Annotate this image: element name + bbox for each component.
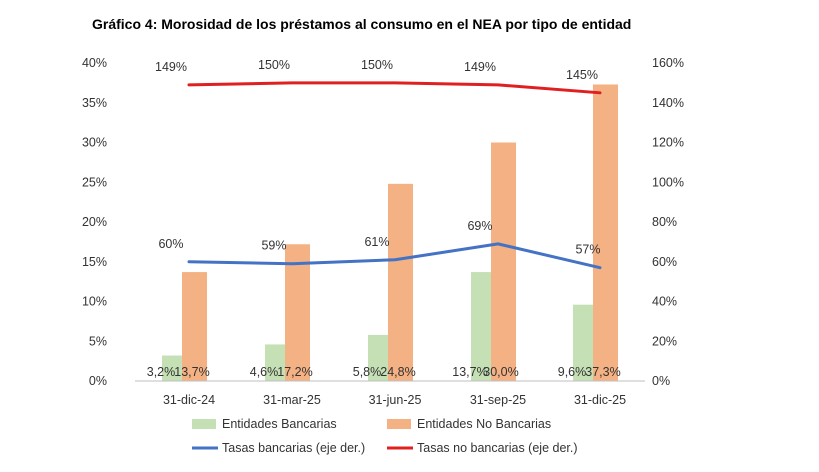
line-tasas-bancarias — [187, 242, 602, 270]
line-tasas-bancarias-label: 69% — [467, 219, 492, 233]
bar-no-bancarias-label: 24,8% — [380, 365, 415, 379]
lines-layer — [187, 81, 602, 270]
bar-no-bancarias — [593, 84, 618, 381]
line-tasas-bancarias-label: 61% — [364, 235, 389, 249]
bar-bancarias-label: 5,8% — [353, 365, 382, 379]
legend-swatch — [387, 419, 411, 429]
left-tick-label: 5% — [89, 334, 107, 348]
line-tasas-bancarias-label: 57% — [575, 243, 600, 257]
legend-label: Tasas no bancarias (eje der.) — [417, 441, 578, 455]
bar-no-bancarias — [491, 142, 516, 381]
line-tasas-no-bancarias-label: 150% — [361, 58, 393, 72]
left-axis: 0% 5% 10% 15% 20% 25% 30% 35% 40% — [82, 56, 107, 388]
bar-no-bancarias — [182, 272, 207, 381]
left-tick-label: 35% — [82, 96, 107, 110]
right-tick-label: 160% — [652, 56, 684, 70]
left-tick-label: 10% — [82, 295, 107, 309]
line-tasas-no-bancarias-label: 145% — [566, 68, 598, 82]
right-tick-label: 40% — [652, 295, 677, 309]
right-tick-label: 80% — [652, 215, 677, 229]
right-tick-label: 120% — [652, 136, 684, 150]
line-tasas-bancarias-label: 60% — [158, 237, 183, 251]
data-labels-layer: 3,2% 4,6% 5,8% 13,7% 9,6% 13,7% 17,2% 24,8% 30,0… — [147, 58, 621, 379]
line-tasas-bancarias-label: 59% — [261, 239, 286, 253]
x-tick-label: 31-sep-25 — [470, 393, 526, 407]
bar-bancarias-label: 13,7% — [452, 365, 487, 379]
legend-label: Tasas bancarias (eje der.) — [222, 441, 365, 455]
bar-no-bancarias — [285, 244, 310, 381]
bar-bancarias-label: 9,6% — [558, 365, 587, 379]
legend-swatch — [192, 419, 216, 429]
bars-layer — [162, 84, 618, 381]
left-tick-label: 0% — [89, 374, 107, 388]
bar-no-bancarias-label: 17,2% — [277, 365, 312, 379]
bar-bancarias-label: 3,2% — [147, 365, 176, 379]
line-tasas-no-bancarias-label: 149% — [464, 60, 496, 74]
right-axis: 0% 20% 40% 60% 80% 100% 120% 140% 160% — [652, 56, 684, 388]
legend-label: Entidades Bancarias — [222, 417, 337, 431]
x-tick-label: 31-jun-25 — [369, 393, 422, 407]
bar-no-bancarias — [388, 183, 413, 381]
right-tick-label: 100% — [652, 175, 684, 189]
x-axis: 31-dic-24 31-mar-25 31-jun-25 31-sep-25 31-d… — [135, 380, 645, 407]
line-tasas-no-bancarias-label: 149% — [155, 60, 187, 74]
bar-no-bancarias-label: 37,3% — [585, 365, 620, 379]
bar-bancarias-label: 4,6% — [250, 365, 279, 379]
left-tick-label: 40% — [82, 56, 107, 70]
x-tick-label: 31-dic-25 — [574, 393, 626, 407]
line-tasas-no-bancarias-label: 150% — [258, 58, 290, 72]
right-tick-label: 140% — [652, 96, 684, 110]
left-tick-label: 25% — [82, 175, 107, 189]
bar-no-bancarias-label: 13,7% — [174, 365, 209, 379]
line-tasas-no-bancarias — [187, 81, 602, 95]
x-tick-label: 31-dic-24 — [163, 393, 215, 407]
left-tick-label: 15% — [82, 255, 107, 269]
right-tick-label: 60% — [652, 255, 677, 269]
legend: Entidades Bancarias Entidades No Bancaria… — [192, 417, 578, 455]
chart-title: Gráfico 4: Morosidad de los préstamos al… — [92, 16, 632, 32]
right-tick-label: 0% — [652, 374, 670, 388]
legend-label: Entidades No Bancarias — [417, 417, 551, 431]
x-tick-label: 31-mar-25 — [263, 393, 321, 407]
bar-no-bancarias-label: 30,0% — [483, 365, 518, 379]
left-tick-label: 30% — [82, 136, 107, 150]
right-tick-label: 20% — [652, 334, 677, 348]
left-tick-label: 20% — [82, 215, 107, 229]
